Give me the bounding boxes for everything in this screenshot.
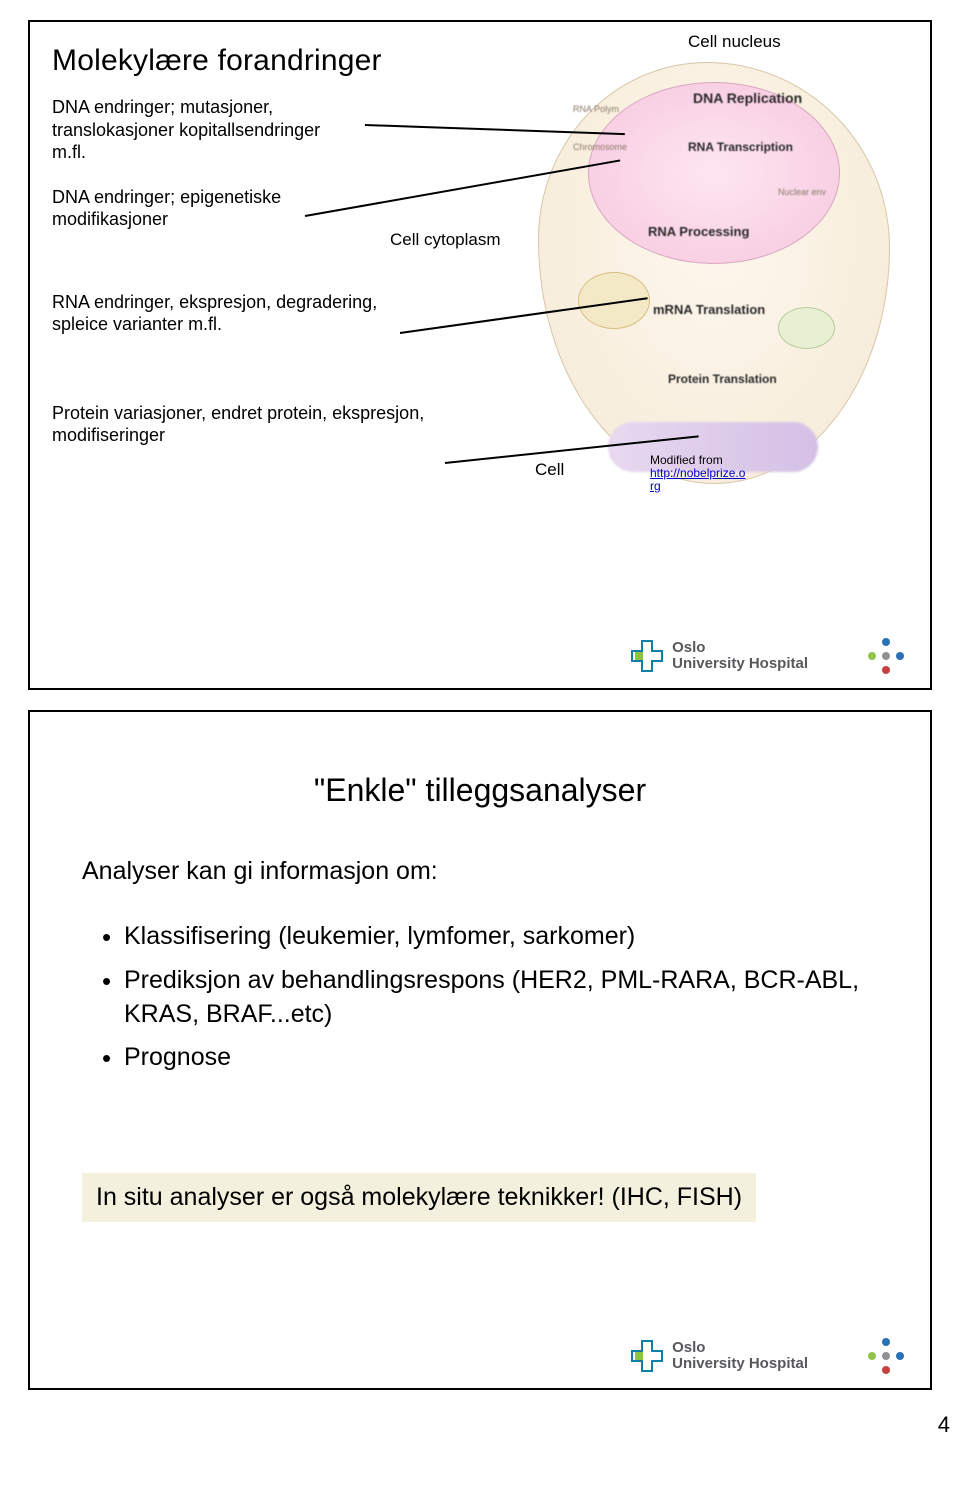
bullet-item: Prediksjon av behandlingsrespons (HER2, … — [102, 964, 878, 1032]
text: modifiseringer — [52, 425, 165, 445]
text: m.fl. — [52, 142, 86, 162]
text: spleice varianter m.fl. — [52, 314, 222, 334]
text: University Hospital — [672, 1355, 808, 1372]
block-dna-epigenetic: DNA endringer; epigenetiske modifikasjon… — [52, 186, 452, 231]
text: modifikasjoner — [52, 209, 168, 229]
label-rna-processing: RNA Processing — [648, 224, 749, 239]
slide2-title: "Enkle" tilleggsanalyser — [52, 772, 908, 809]
label-dna-replication: DNA Replication — [693, 90, 802, 106]
organelle — [778, 307, 835, 349]
ouh-text: Oslo University Hospital — [672, 640, 808, 673]
ouh-cross-icon — [630, 639, 664, 673]
text: Protein variasjoner, endret protein, eks… — [52, 403, 424, 423]
label-mrna-translation: mRNA Translation — [653, 302, 765, 317]
text: Oslo — [672, 1339, 705, 1356]
modified-from: Modified from http://nobelprize.o rg — [650, 454, 745, 494]
slide-1: Molekylære forandringer DNA endringer; m… — [28, 20, 932, 690]
logo-row: Oslo University Hospital — [630, 638, 904, 674]
modified-link2[interactable]: rg — [650, 479, 661, 493]
dots-icon — [868, 638, 904, 674]
blur-label: RNA Polym — [573, 104, 619, 114]
slide-2: "Enkle" tilleggsanalyser Analyser kan gi… — [28, 710, 932, 1390]
bullet-item: Prognose — [102, 1041, 878, 1075]
note-box: In situ analyser er også molekylære tekn… — [82, 1173, 756, 1222]
organelle — [578, 272, 650, 329]
modified-link[interactable]: http://nobelprize.o — [650, 466, 745, 480]
block-protein: Protein variasjoner, endret protein, eks… — [52, 402, 512, 447]
ouh-logo: Oslo University Hospital — [630, 1339, 808, 1373]
label-cell-cytoplasm: Cell cytoplasm — [390, 230, 501, 250]
text: translokasjoner kopitallsendringer — [52, 120, 320, 140]
ouh-cross-icon — [630, 1339, 664, 1373]
label-cell-nucleus: Cell nucleus — [688, 32, 781, 52]
text: Oslo — [672, 639, 705, 656]
blur-label: Chromosome — [573, 142, 627, 152]
logo-row: Oslo University Hospital — [630, 1338, 904, 1374]
page-number: 4 — [938, 1412, 950, 1438]
text: Modified from — [650, 453, 723, 467]
bullet-list: Klassifisering (leukemier, lymfomer, sar… — [102, 920, 878, 1075]
ouh-logo: Oslo University Hospital — [630, 639, 808, 673]
text: DNA endringer; epigenetiske — [52, 187, 281, 207]
label-protein-translation: Protein Translation — [668, 372, 777, 386]
ouh-text: Oslo University Hospital — [672, 1340, 808, 1373]
slide2-subtitle: Analyser kan gi informasjon om: — [82, 857, 908, 886]
label-rna-transcription: RNA Transcription — [688, 140, 793, 154]
text: DNA endringer; mutasjoner, — [52, 97, 273, 117]
text: RNA endringer, ekspresjon, degradering, — [52, 292, 377, 312]
blur-label: Nuclear env — [778, 187, 826, 197]
text: University Hospital — [672, 655, 808, 672]
label-cell: Cell — [535, 460, 564, 480]
bullet-item: Klassifisering (leukemier, lymfomer, sar… — [102, 920, 878, 954]
dots-icon — [868, 1338, 904, 1374]
block-dna-mutations: DNA endringer; mutasjoner, translokasjon… — [52, 96, 452, 164]
cell-diagram: DNA Replication RNA Transcription RNA Pr… — [518, 32, 908, 502]
